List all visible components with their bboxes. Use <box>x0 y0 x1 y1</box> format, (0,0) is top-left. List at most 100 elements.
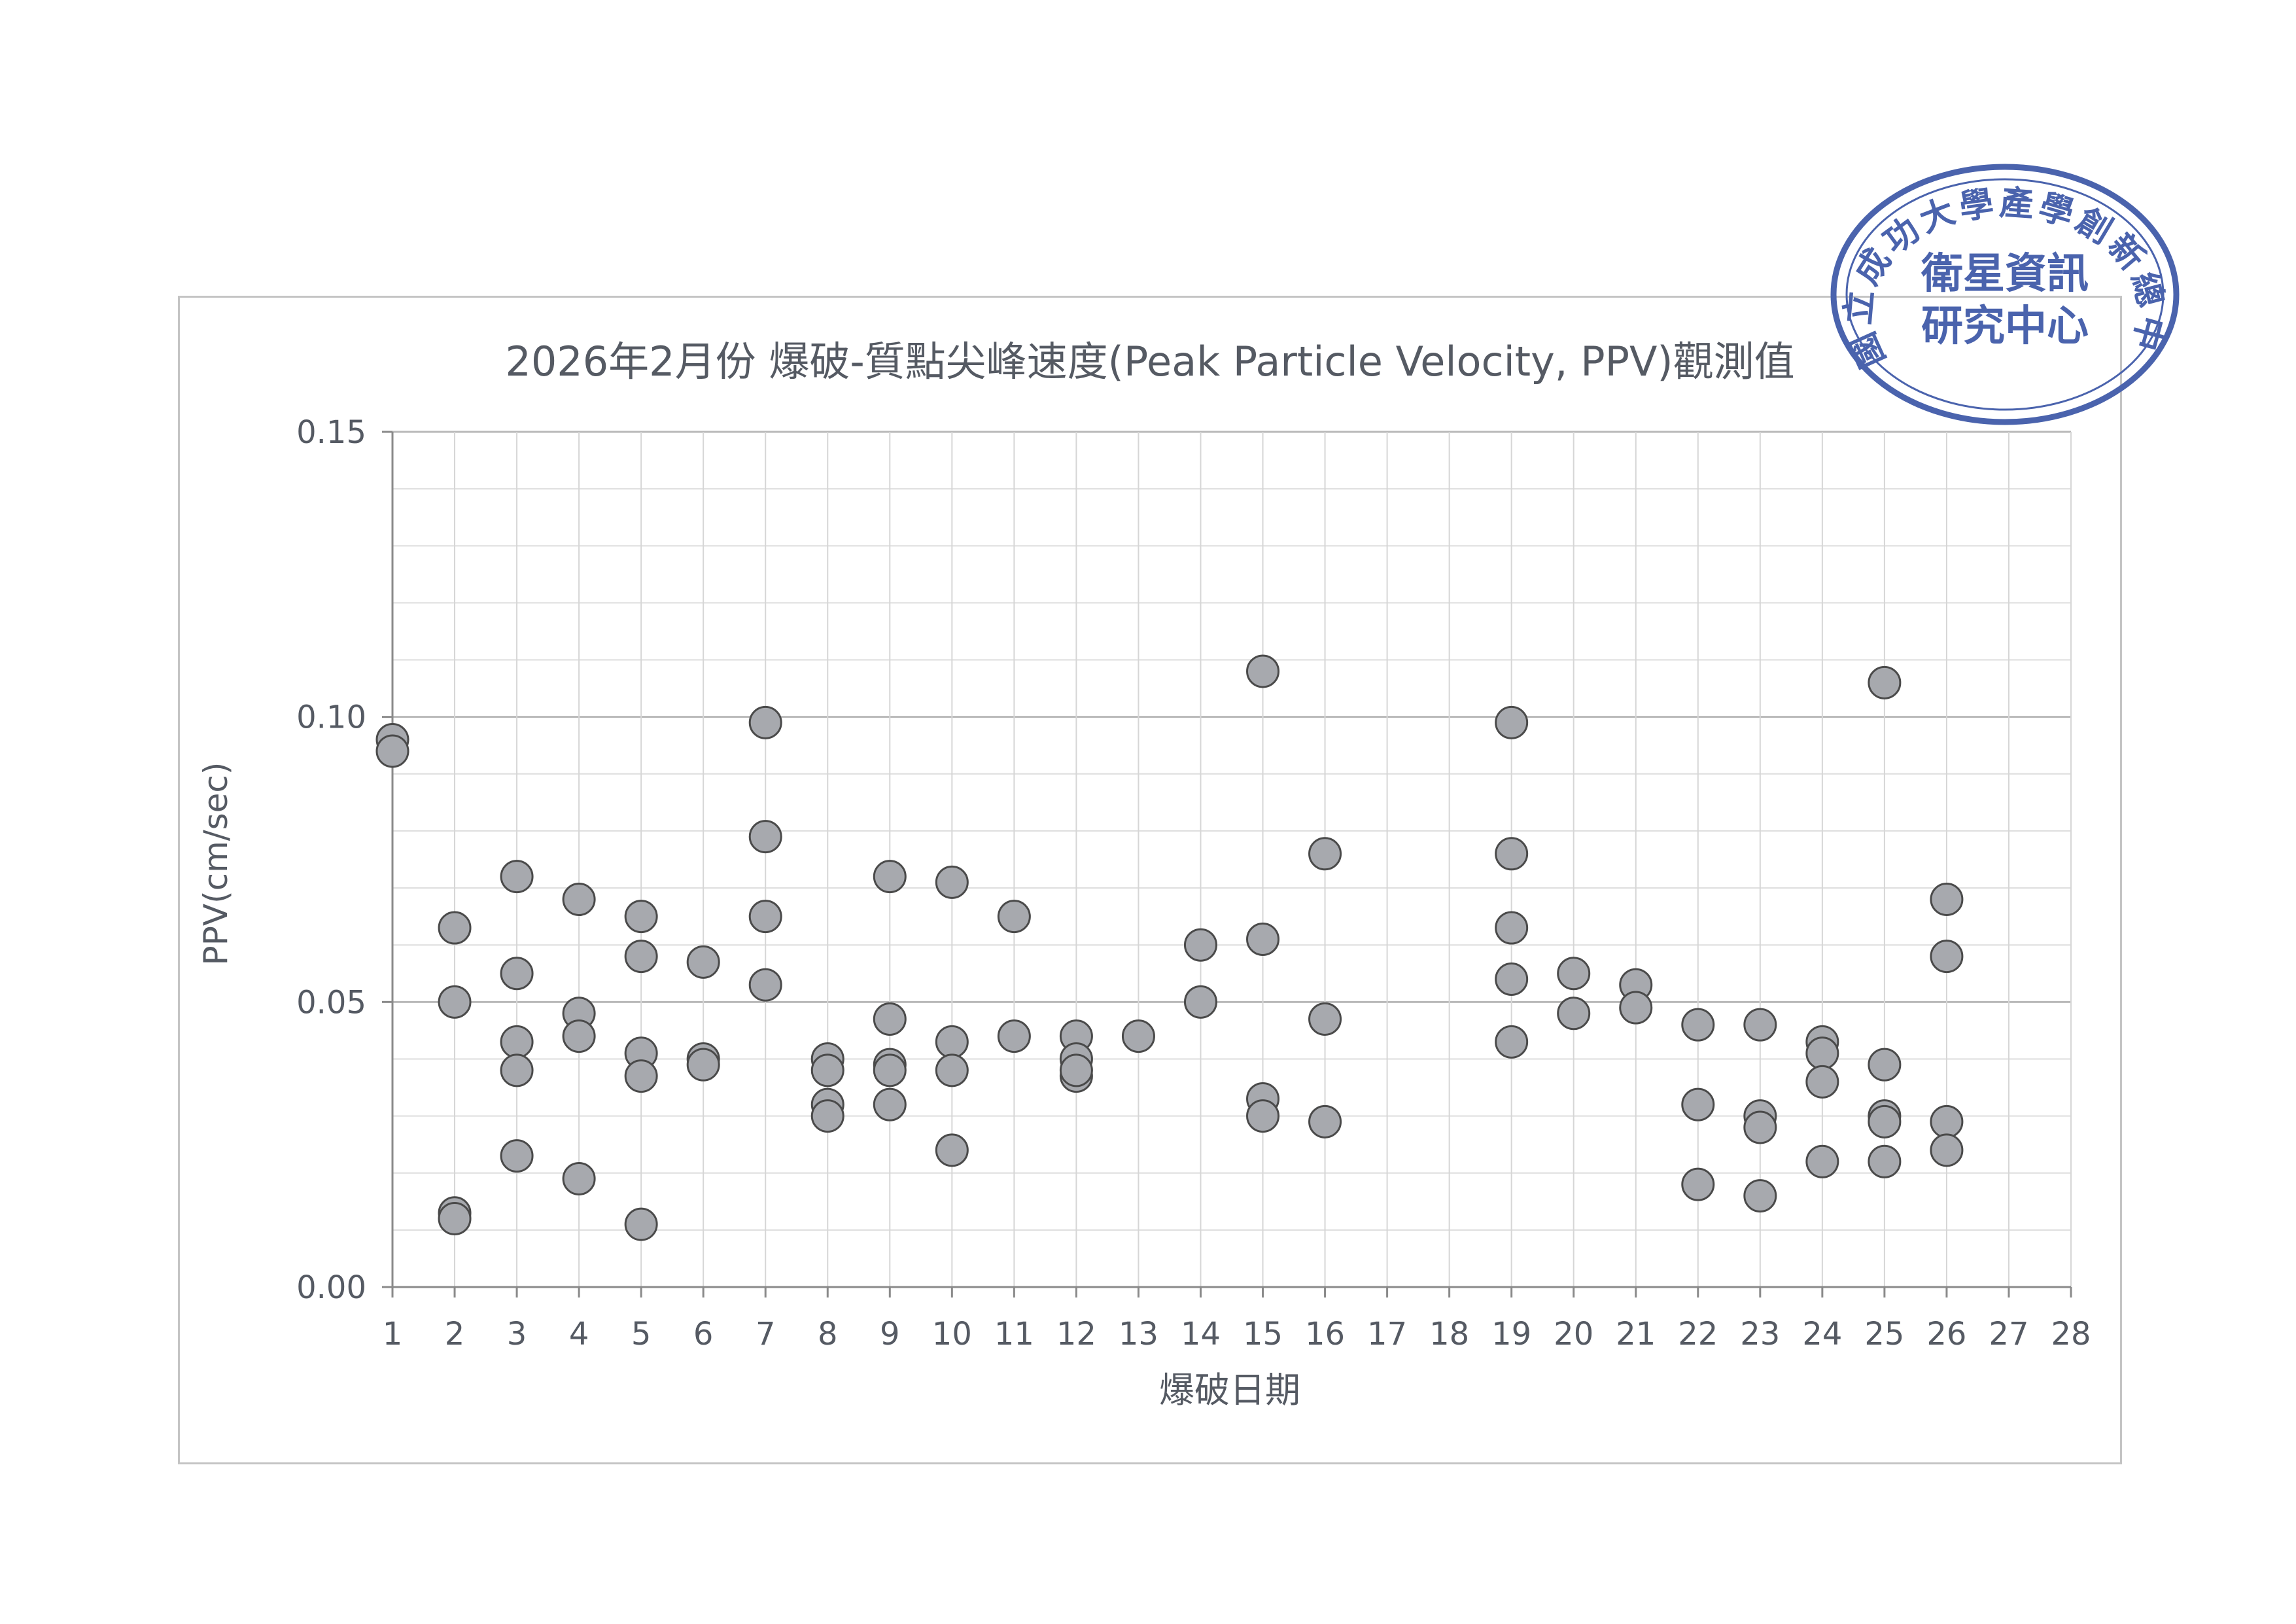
data-point <box>375 734 409 768</box>
chart-title: 2026年2月份 爆破-質點尖峰速度(Peak Particle Velocit… <box>505 338 1795 385</box>
x-tick-label: 20 <box>1554 1316 1593 1352</box>
x-tick-label: 27 <box>1989 1316 2028 1352</box>
x-tick-label: 26 <box>1926 1316 1966 1352</box>
data-point <box>1308 1002 1342 1036</box>
data-point <box>810 1053 844 1087</box>
x-tick-label: 2 <box>445 1316 465 1352</box>
data-point <box>1805 1065 1839 1099</box>
university-seal-stamp: 國立成功大學產學創新總中心 衛星資訊 研究中心 <box>1825 157 2180 425</box>
data-point <box>1868 665 1902 699</box>
x-tick-label: 10 <box>932 1316 972 1352</box>
data-point <box>624 1207 658 1241</box>
grid-layer <box>391 431 2072 1288</box>
x-tick-label: 3 <box>507 1316 527 1352</box>
data-point <box>1930 1133 1964 1167</box>
chart-frame <box>178 296 2122 1464</box>
data-point <box>1681 1008 1715 1042</box>
data-point <box>873 1087 907 1121</box>
x-tick-label: 25 <box>1864 1316 1904 1352</box>
x-tick-label: 6 <box>693 1316 714 1352</box>
data-point <box>873 860 907 894</box>
x-tick-label: 9 <box>880 1316 900 1352</box>
x-tick-label: 14 <box>1181 1316 1221 1352</box>
data-point <box>1681 1167 1715 1201</box>
data-point <box>1183 928 1217 962</box>
data-point <box>1868 1144 1902 1178</box>
data-point <box>1557 997 1591 1031</box>
data-point <box>438 985 472 1019</box>
data-point <box>1246 1099 1280 1133</box>
data-point <box>1868 1104 1902 1139</box>
point-layer <box>375 654 1964 1241</box>
y-tick-label: 0.15 <box>296 414 366 451</box>
x-tick-label: 11 <box>994 1316 1034 1352</box>
data-point <box>1495 705 1529 739</box>
data-point <box>810 1099 844 1133</box>
data-point <box>935 1053 969 1087</box>
seal-inner-line-1: 衛星資訊 <box>1921 249 2089 298</box>
data-point <box>1619 991 1653 1025</box>
seal-inner-line-2: 研究中心 <box>1921 302 2089 351</box>
x-tick-label: 24 <box>1802 1316 1842 1352</box>
data-point <box>935 1133 969 1167</box>
tick-layer: 1 2 3 4 5 6 7 8 9 10 11 12 13 14 15 16 17 18 19 20 21 22 23 24 2… <box>296 414 2091 1352</box>
data-point <box>873 1053 907 1087</box>
x-tick-label: 23 <box>1740 1316 1780 1352</box>
data-point <box>1557 957 1591 991</box>
data-point <box>1121 1019 1155 1053</box>
data-point <box>1681 1087 1715 1121</box>
data-point <box>1805 1036 1839 1070</box>
data-point <box>1930 940 1964 974</box>
data-point <box>500 860 534 894</box>
data-point <box>997 1019 1031 1053</box>
data-point <box>1059 1053 1093 1087</box>
data-point <box>438 911 472 945</box>
data-point <box>500 1025 534 1059</box>
x-tick-label: 15 <box>1243 1316 1283 1352</box>
x-tick-label: 17 <box>1367 1316 1407 1352</box>
data-point <box>1246 654 1280 688</box>
data-point <box>562 1161 596 1195</box>
data-point <box>935 1025 969 1059</box>
data-point <box>1743 1179 1777 1213</box>
data-point <box>438 1201 472 1235</box>
data-point <box>748 705 782 739</box>
data-point <box>562 1019 596 1053</box>
data-point <box>935 865 969 899</box>
x-tick-label: 1 <box>383 1316 403 1352</box>
x-tick-label: 13 <box>1119 1316 1158 1352</box>
x-tick-label: 8 <box>818 1316 838 1352</box>
data-point <box>1246 922 1280 956</box>
data-point <box>997 900 1031 934</box>
data-point <box>686 945 720 979</box>
data-point <box>1743 1110 1777 1144</box>
data-point <box>624 900 658 934</box>
seal-inner-ring <box>1845 178 2165 411</box>
data-point <box>1308 837 1342 871</box>
data-point <box>873 1002 907 1036</box>
data-point <box>1743 1008 1777 1042</box>
data-point <box>1308 1104 1342 1139</box>
x-tick-label: 12 <box>1056 1316 1096 1352</box>
data-point <box>1930 1104 1964 1139</box>
x-tick-label: 7 <box>756 1316 776 1352</box>
data-point <box>1183 985 1217 1019</box>
data-point <box>1495 1025 1529 1059</box>
data-point <box>1495 911 1529 945</box>
data-point <box>1805 1144 1839 1178</box>
x-tick-label: 19 <box>1491 1316 1531 1352</box>
x-tick-label: 4 <box>569 1316 589 1352</box>
x-tick-label: 16 <box>1305 1316 1345 1352</box>
x-tick-label: 18 <box>1429 1316 1469 1352</box>
x-tick-label: 22 <box>1678 1316 1718 1352</box>
data-point <box>1495 837 1529 871</box>
data-point <box>748 900 782 934</box>
data-point <box>624 940 658 974</box>
data-point <box>500 1053 534 1087</box>
x-tick-label: 21 <box>1616 1316 1656 1352</box>
data-point <box>562 882 596 916</box>
y-axis-label: PPV(cm/sec) <box>197 762 235 966</box>
seal-outer-ring <box>1830 164 2180 425</box>
data-point <box>1930 882 1964 916</box>
